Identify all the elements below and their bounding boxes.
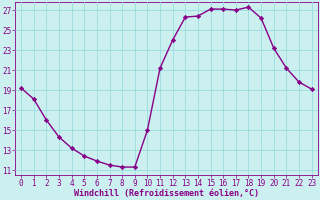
X-axis label: Windchill (Refroidissement éolien,°C): Windchill (Refroidissement éolien,°C) [74,189,259,198]
